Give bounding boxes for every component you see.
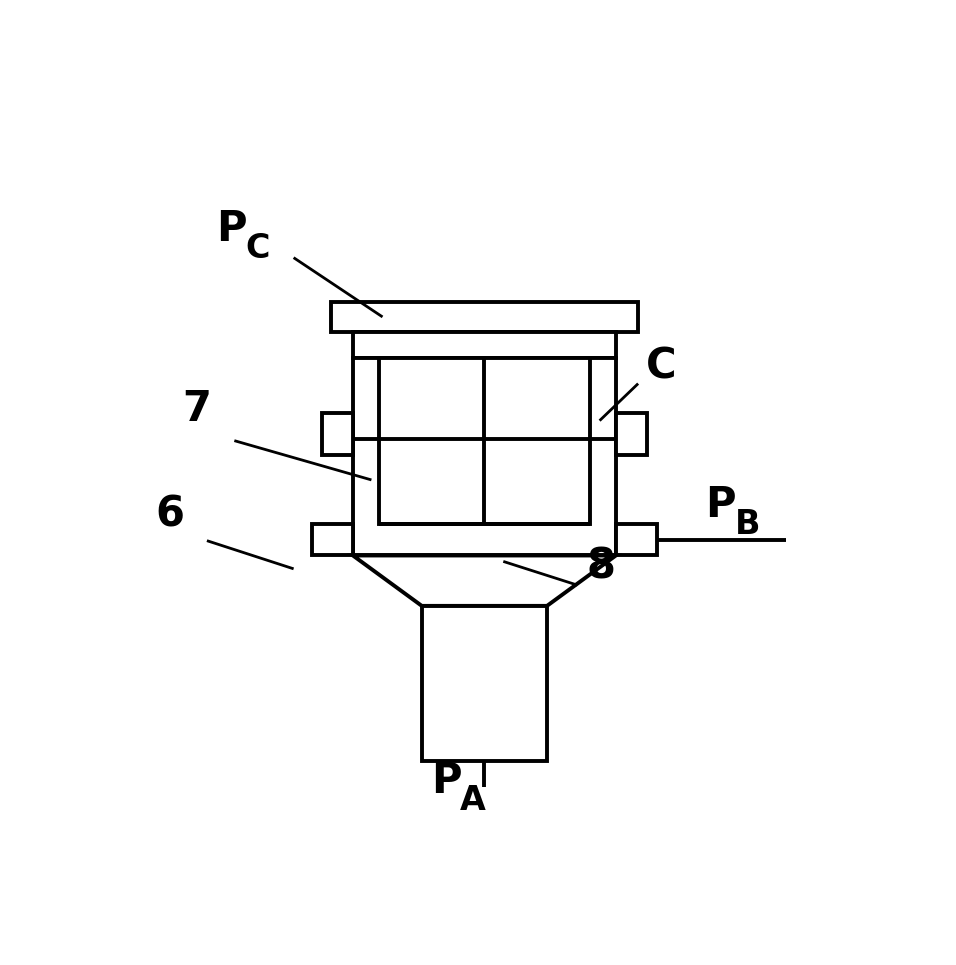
Bar: [322, 413, 353, 455]
Text: P: P: [705, 483, 735, 526]
Text: 8: 8: [586, 545, 616, 588]
Bar: [353, 332, 616, 358]
Text: A: A: [460, 784, 487, 817]
Bar: [379, 358, 590, 524]
Text: P: P: [430, 760, 462, 802]
Bar: [312, 524, 353, 556]
Bar: [331, 302, 638, 332]
Text: P: P: [216, 208, 247, 250]
Bar: [353, 358, 616, 556]
Bar: [422, 606, 547, 761]
Text: 6: 6: [155, 493, 185, 536]
Polygon shape: [353, 556, 616, 606]
Text: C: C: [246, 232, 270, 265]
Text: B: B: [734, 508, 760, 540]
Bar: [616, 413, 647, 455]
Text: C: C: [645, 345, 676, 387]
Bar: [616, 524, 657, 556]
Text: 7: 7: [183, 388, 211, 429]
